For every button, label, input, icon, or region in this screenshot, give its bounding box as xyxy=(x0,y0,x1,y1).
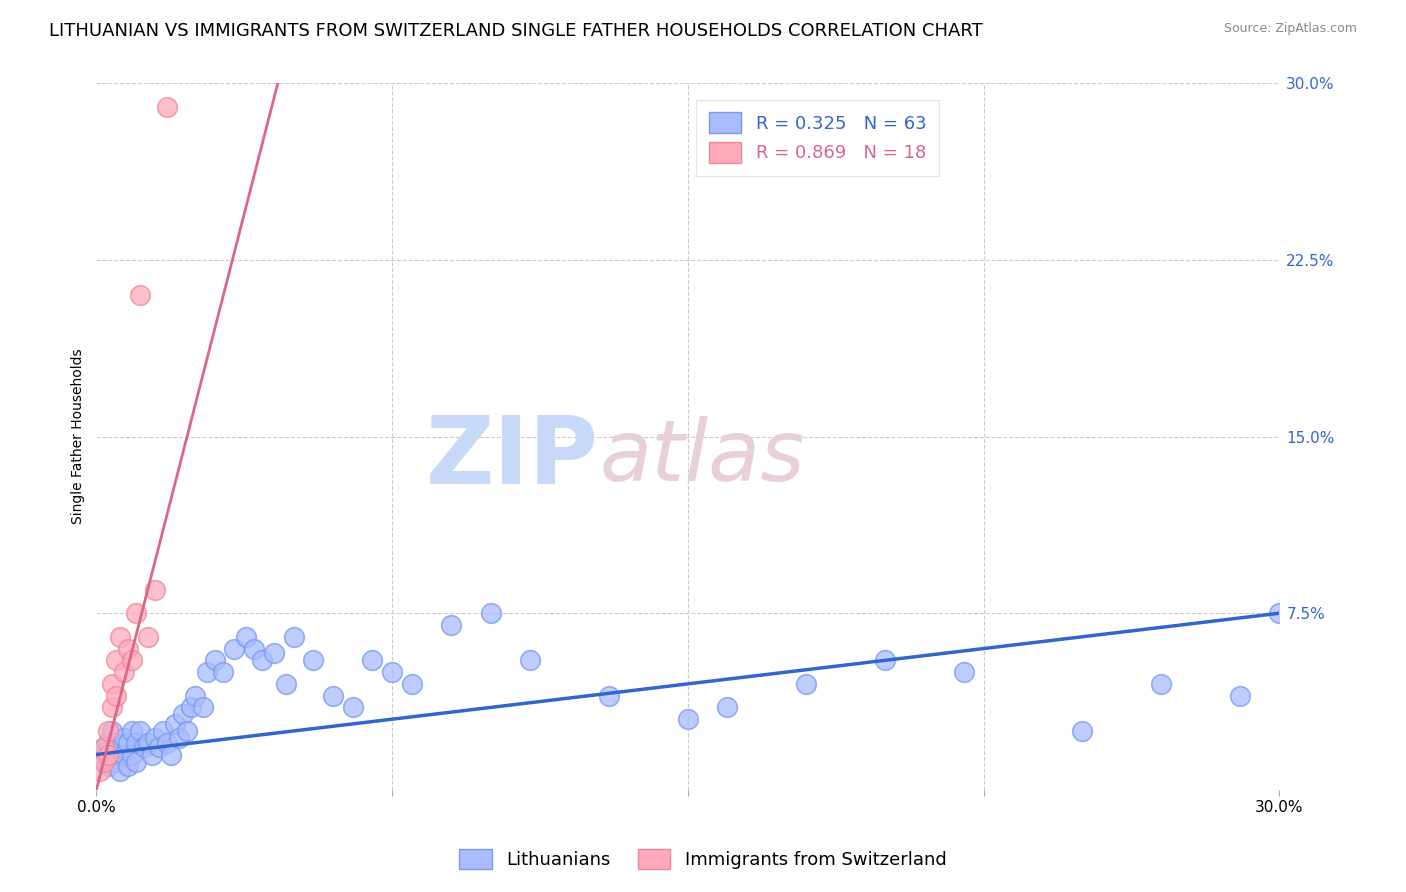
Point xyxy=(117,736,139,750)
Point xyxy=(716,700,738,714)
Point xyxy=(165,717,187,731)
Point xyxy=(1150,677,1173,691)
Point xyxy=(97,747,120,762)
Point xyxy=(125,606,148,620)
Point xyxy=(93,740,115,755)
Point xyxy=(160,747,183,762)
Text: atlas: atlas xyxy=(599,417,804,500)
Point xyxy=(105,736,128,750)
Point xyxy=(97,736,120,750)
Text: ZIP: ZIP xyxy=(426,412,599,504)
Point xyxy=(117,759,139,773)
Point xyxy=(112,747,135,762)
Point xyxy=(1229,689,1251,703)
Point xyxy=(125,736,148,750)
Point xyxy=(302,653,325,667)
Point xyxy=(440,618,463,632)
Point xyxy=(101,700,124,714)
Point xyxy=(263,646,285,660)
Point xyxy=(93,740,115,755)
Point xyxy=(195,665,218,679)
Point xyxy=(211,665,233,679)
Point xyxy=(97,723,120,738)
Point xyxy=(93,755,115,769)
Point xyxy=(224,641,246,656)
Point xyxy=(250,653,273,667)
Point xyxy=(108,630,131,644)
Point xyxy=(108,740,131,755)
Point xyxy=(167,731,190,745)
Point xyxy=(274,677,297,691)
Point xyxy=(172,707,194,722)
Point xyxy=(89,747,111,762)
Point xyxy=(125,755,148,769)
Text: Source: ZipAtlas.com: Source: ZipAtlas.com xyxy=(1223,22,1357,36)
Point xyxy=(184,689,207,703)
Point xyxy=(191,700,214,714)
Y-axis label: Single Father Households: Single Father Households xyxy=(72,349,86,524)
Text: LITHUANIAN VS IMMIGRANTS FROM SWITZERLAND SINGLE FATHER HOUSEHOLDS CORRELATION C: LITHUANIAN VS IMMIGRANTS FROM SWITZERLAN… xyxy=(49,22,983,40)
Point xyxy=(519,653,541,667)
Point xyxy=(101,747,124,762)
Point xyxy=(136,630,159,644)
Point xyxy=(676,712,699,726)
Point xyxy=(112,731,135,745)
Point xyxy=(873,653,896,667)
Point xyxy=(152,723,174,738)
Point xyxy=(128,723,150,738)
Point xyxy=(1268,606,1291,620)
Point xyxy=(148,740,170,755)
Point xyxy=(156,100,179,114)
Point xyxy=(136,736,159,750)
Point xyxy=(97,759,120,773)
Point xyxy=(141,747,163,762)
Point xyxy=(89,764,111,778)
Point xyxy=(235,630,257,644)
Point xyxy=(145,731,167,745)
Point xyxy=(1071,723,1094,738)
Point xyxy=(283,630,305,644)
Point xyxy=(243,641,266,656)
Point xyxy=(105,689,128,703)
Point xyxy=(117,641,139,656)
Point xyxy=(156,736,179,750)
Point xyxy=(108,764,131,778)
Point xyxy=(176,723,198,738)
Point xyxy=(105,755,128,769)
Point xyxy=(342,700,364,714)
Point xyxy=(598,689,620,703)
Point xyxy=(401,677,423,691)
Point xyxy=(361,653,384,667)
Point xyxy=(112,665,135,679)
Point xyxy=(322,689,344,703)
Legend: R = 0.325   N = 63, R = 0.869   N = 18: R = 0.325 N = 63, R = 0.869 N = 18 xyxy=(696,100,939,176)
Point xyxy=(101,723,124,738)
Point xyxy=(204,653,226,667)
Point xyxy=(180,700,202,714)
Point xyxy=(121,653,143,667)
Point xyxy=(101,677,124,691)
Legend: Lithuanians, Immigrants from Switzerland: Lithuanians, Immigrants from Switzerland xyxy=(450,839,956,879)
Point xyxy=(121,747,143,762)
Point xyxy=(145,582,167,597)
Point xyxy=(794,677,817,691)
Point xyxy=(953,665,976,679)
Point xyxy=(105,653,128,667)
Point xyxy=(121,723,143,738)
Point xyxy=(132,740,155,755)
Point xyxy=(128,288,150,302)
Point xyxy=(479,606,502,620)
Point xyxy=(381,665,404,679)
